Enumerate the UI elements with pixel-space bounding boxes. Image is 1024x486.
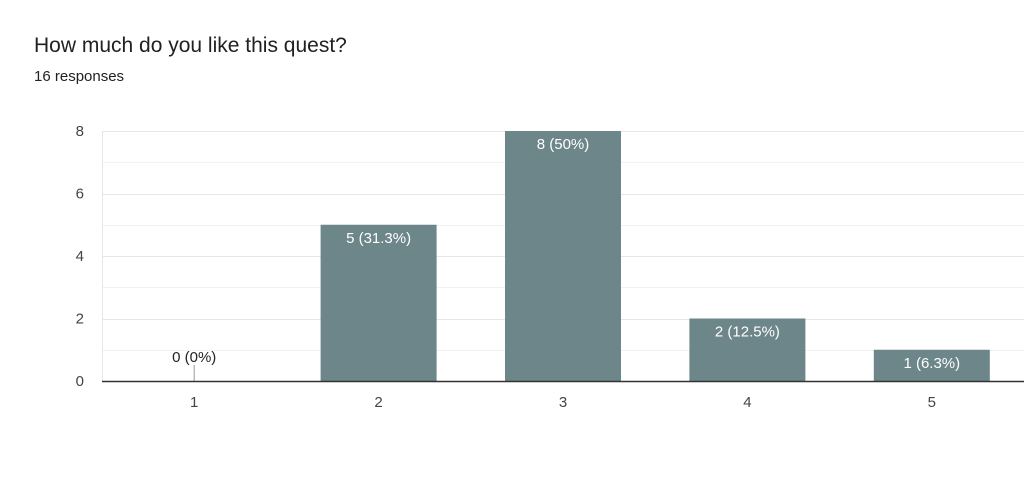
x-axis-ticks: 1 2 3 4 5 [190,394,936,411]
bar-3[interactable] [505,131,621,381]
data-label-2: 5 (31.3%) [346,230,411,247]
data-label-1: 0 (0%) [172,349,216,366]
bar-4[interactable] [689,318,806,382]
y-tick-label: 8 [76,123,84,140]
data-labels: 0 (0%) 5 (31.3%) 8 (50%) 2 (12.5%) 1 (6.3%) [172,136,960,372]
y-tick-label: 0 [76,373,84,390]
y-axis-ticks: 0 2 4 6 8 [76,123,84,390]
bars [193,131,990,382]
response-count: 16 responses [34,68,125,85]
data-label-3: 8 (50%) [537,136,590,153]
y-tick-label: 4 [76,248,84,265]
x-tick-label: 2 [374,394,382,411]
bar-5[interactable] [873,349,990,381]
bar-2[interactable] [320,224,437,381]
x-tick-label: 5 [928,394,936,411]
data-label-5: 1 (6.3%) [903,355,960,372]
y-tick-label: 2 [76,311,84,328]
y-tick-label: 6 [76,186,84,203]
x-tick-label: 3 [559,394,567,411]
data-label-4: 2 (12.5%) [715,324,780,341]
x-tick-label: 4 [743,394,751,411]
chart-title: How much do you like this quest? [34,34,347,57]
x-tick-label: 1 [190,394,198,411]
